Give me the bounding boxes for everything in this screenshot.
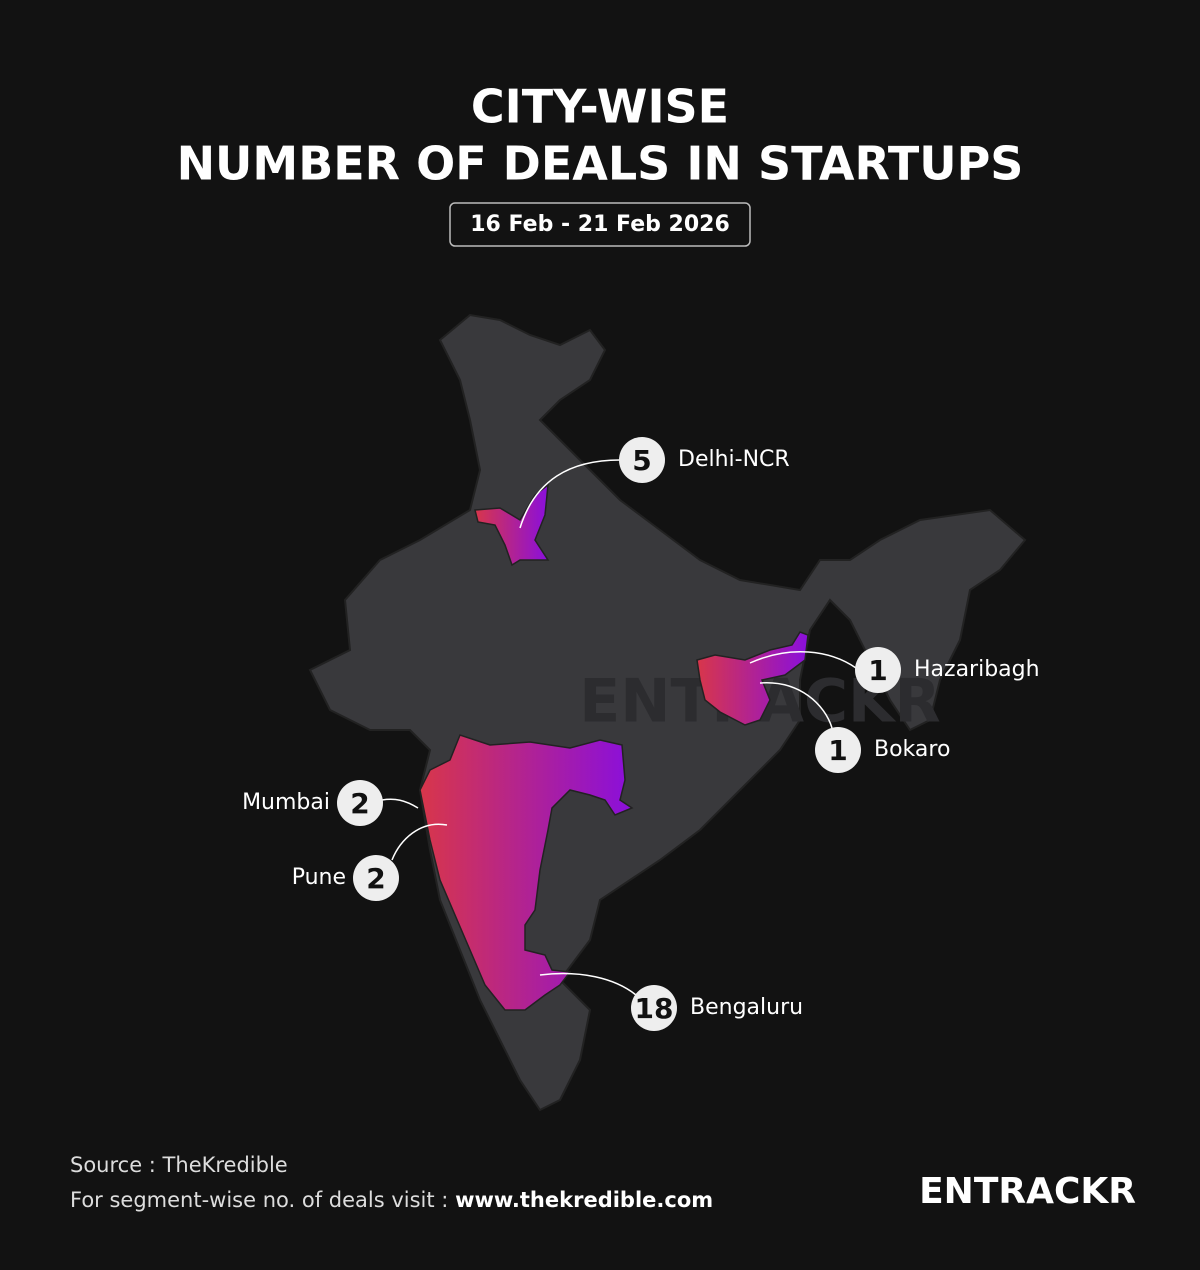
count-badge xyxy=(337,780,383,826)
deal-count: 2 xyxy=(350,787,369,820)
city-name: Hazaribagh xyxy=(914,657,1040,682)
deal-count: 1 xyxy=(828,734,847,767)
brand-logo: ENTRACKR xyxy=(919,1171,1136,1212)
leader-line xyxy=(539,972,637,996)
date-box xyxy=(449,202,751,247)
city-name: Bengaluru xyxy=(690,995,803,1020)
url[interactable]: www.thekredible.com xyxy=(455,1188,713,1212)
date-range: 16 Feb - 21 Feb 2026 xyxy=(470,212,730,237)
leader-line xyxy=(519,459,621,529)
count-badge xyxy=(353,855,399,901)
highlight-region xyxy=(696,631,809,726)
deal-count: 5 xyxy=(632,444,651,477)
city-name: Bokaro xyxy=(874,737,950,762)
leader-line xyxy=(759,682,833,729)
title-line: CITY-WISE xyxy=(471,80,729,134)
callouts: 5 Delhi-NCR 1 Hazaribagh 1 Bokaro 2 Mumbai 2 Pune… xyxy=(242,437,1040,1031)
count-badge xyxy=(815,727,861,773)
title-line: NUMBER OF DEALS IN STARTUPS xyxy=(177,137,1024,191)
count-badge xyxy=(619,437,665,483)
visit-text: For segment-wise no. of deals visit : xyxy=(70,1188,448,1212)
highlight-region xyxy=(419,734,634,1011)
deal-count: 18 xyxy=(635,992,674,1025)
count-badge xyxy=(855,647,901,693)
deal-count: 2 xyxy=(366,862,385,895)
city-name: Delhi-NCR xyxy=(678,447,790,472)
leader-line xyxy=(749,651,857,669)
city-name: Mumbai xyxy=(242,790,330,815)
leader-line xyxy=(391,823,448,861)
source: Source : TheKredible xyxy=(70,1153,288,1177)
count-badge xyxy=(631,985,677,1031)
deal-count: 1 xyxy=(868,654,887,687)
leader-line xyxy=(381,798,419,809)
footer-text: For segment-wise no. of deals visit : ww… xyxy=(70,1188,713,1212)
city-name: Pune xyxy=(292,865,346,890)
